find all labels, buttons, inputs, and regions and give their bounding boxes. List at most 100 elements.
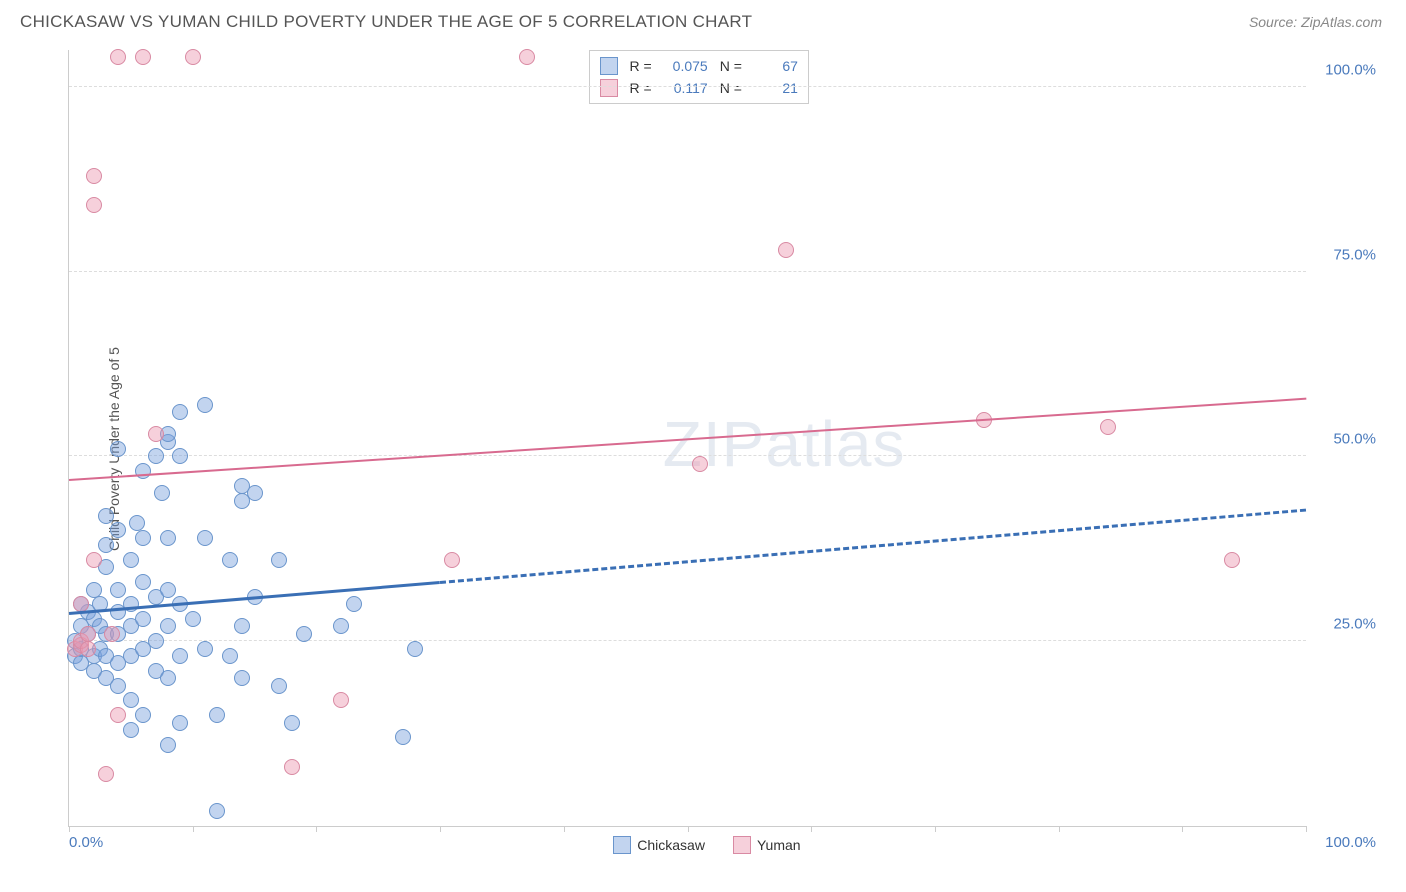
data-point	[271, 552, 287, 568]
scatter-plot: ZIPatlas R = 0.075 N = 67 R = 0.117 N = …	[68, 50, 1306, 827]
chart-area: Child Poverty Under the Age of 5 ZIPatla…	[50, 50, 1386, 847]
swatch-chickasaw	[613, 836, 631, 854]
data-point	[234, 618, 250, 634]
stats-row-chickasaw: R = 0.075 N = 67	[590, 55, 808, 77]
data-point	[110, 678, 126, 694]
data-point	[1224, 552, 1240, 568]
data-point	[333, 618, 349, 634]
data-point	[135, 574, 151, 590]
data-point	[98, 766, 114, 782]
gridline	[69, 640, 1306, 641]
data-point	[110, 522, 126, 538]
data-point	[407, 641, 423, 657]
data-point	[160, 737, 176, 753]
data-point	[271, 678, 287, 694]
x-tick	[69, 826, 70, 832]
data-point	[222, 648, 238, 664]
x-tick	[811, 826, 812, 832]
data-point	[148, 448, 164, 464]
data-point	[1100, 419, 1116, 435]
data-point	[209, 707, 225, 723]
data-point	[172, 648, 188, 664]
data-point	[129, 515, 145, 531]
swatch-chickasaw	[600, 57, 618, 75]
data-point	[185, 49, 201, 65]
data-point	[80, 641, 96, 657]
data-point	[86, 582, 102, 598]
x-tick	[1059, 826, 1060, 832]
data-point	[110, 49, 126, 65]
stats-row-yuman: R = 0.117 N = 21	[590, 77, 808, 99]
x-axis-max-label: 100.0%	[1325, 834, 1376, 851]
data-point	[234, 670, 250, 686]
data-point	[160, 618, 176, 634]
data-point	[86, 552, 102, 568]
data-point	[209, 803, 225, 819]
data-point	[135, 707, 151, 723]
x-tick	[1306, 826, 1307, 832]
chart-title: CHICKASAW VS YUMAN CHILD POVERTY UNDER T…	[20, 12, 752, 32]
data-point	[110, 441, 126, 457]
data-point	[197, 397, 213, 413]
data-point	[98, 537, 114, 553]
data-point	[135, 49, 151, 65]
data-point	[172, 448, 188, 464]
data-point	[110, 582, 126, 598]
data-point	[185, 611, 201, 627]
data-point	[86, 197, 102, 213]
gridline	[69, 86, 1306, 87]
data-point	[395, 729, 411, 745]
data-point	[160, 530, 176, 546]
x-tick	[440, 826, 441, 832]
data-point	[692, 456, 708, 472]
x-axis-min-label: 0.0%	[69, 834, 103, 851]
data-point	[197, 530, 213, 546]
x-tick	[1182, 826, 1183, 832]
data-point	[135, 530, 151, 546]
data-point	[160, 582, 176, 598]
data-point	[296, 626, 312, 642]
data-point	[135, 463, 151, 479]
data-point	[160, 670, 176, 686]
header: CHICKASAW VS YUMAN CHILD POVERTY UNDER T…	[0, 0, 1406, 40]
swatch-yuman	[733, 836, 751, 854]
x-tick	[688, 826, 689, 832]
data-point	[80, 626, 96, 642]
data-point	[154, 485, 170, 501]
data-point	[148, 633, 164, 649]
x-tick	[193, 826, 194, 832]
y-tick-label: 50.0%	[1333, 431, 1376, 448]
y-tick-label: 25.0%	[1333, 616, 1376, 633]
x-tick	[935, 826, 936, 832]
data-point	[98, 508, 114, 524]
data-point	[148, 426, 164, 442]
data-point	[444, 552, 460, 568]
data-point	[778, 242, 794, 258]
data-point	[86, 168, 102, 184]
data-point	[519, 49, 535, 65]
data-point	[104, 626, 120, 642]
data-point	[197, 641, 213, 657]
data-point	[333, 692, 349, 708]
trendline	[440, 508, 1306, 583]
data-point	[346, 596, 362, 612]
stats-box: R = 0.075 N = 67 R = 0.117 N = 21	[589, 50, 809, 104]
data-point	[284, 715, 300, 731]
legend: Chickasaw Yuman	[613, 836, 800, 854]
data-point	[247, 485, 263, 501]
x-tick	[564, 826, 565, 832]
data-point	[123, 722, 139, 738]
y-tick-label: 75.0%	[1333, 246, 1376, 263]
data-point	[110, 707, 126, 723]
gridline	[69, 455, 1306, 456]
legend-item-chickasaw: Chickasaw	[613, 836, 705, 854]
data-point	[123, 692, 139, 708]
data-point	[284, 759, 300, 775]
swatch-yuman	[600, 79, 618, 97]
data-point	[172, 715, 188, 731]
data-point	[135, 611, 151, 627]
trendline	[69, 397, 1306, 480]
y-tick-label: 100.0%	[1325, 61, 1376, 78]
data-point	[172, 404, 188, 420]
x-tick	[316, 826, 317, 832]
